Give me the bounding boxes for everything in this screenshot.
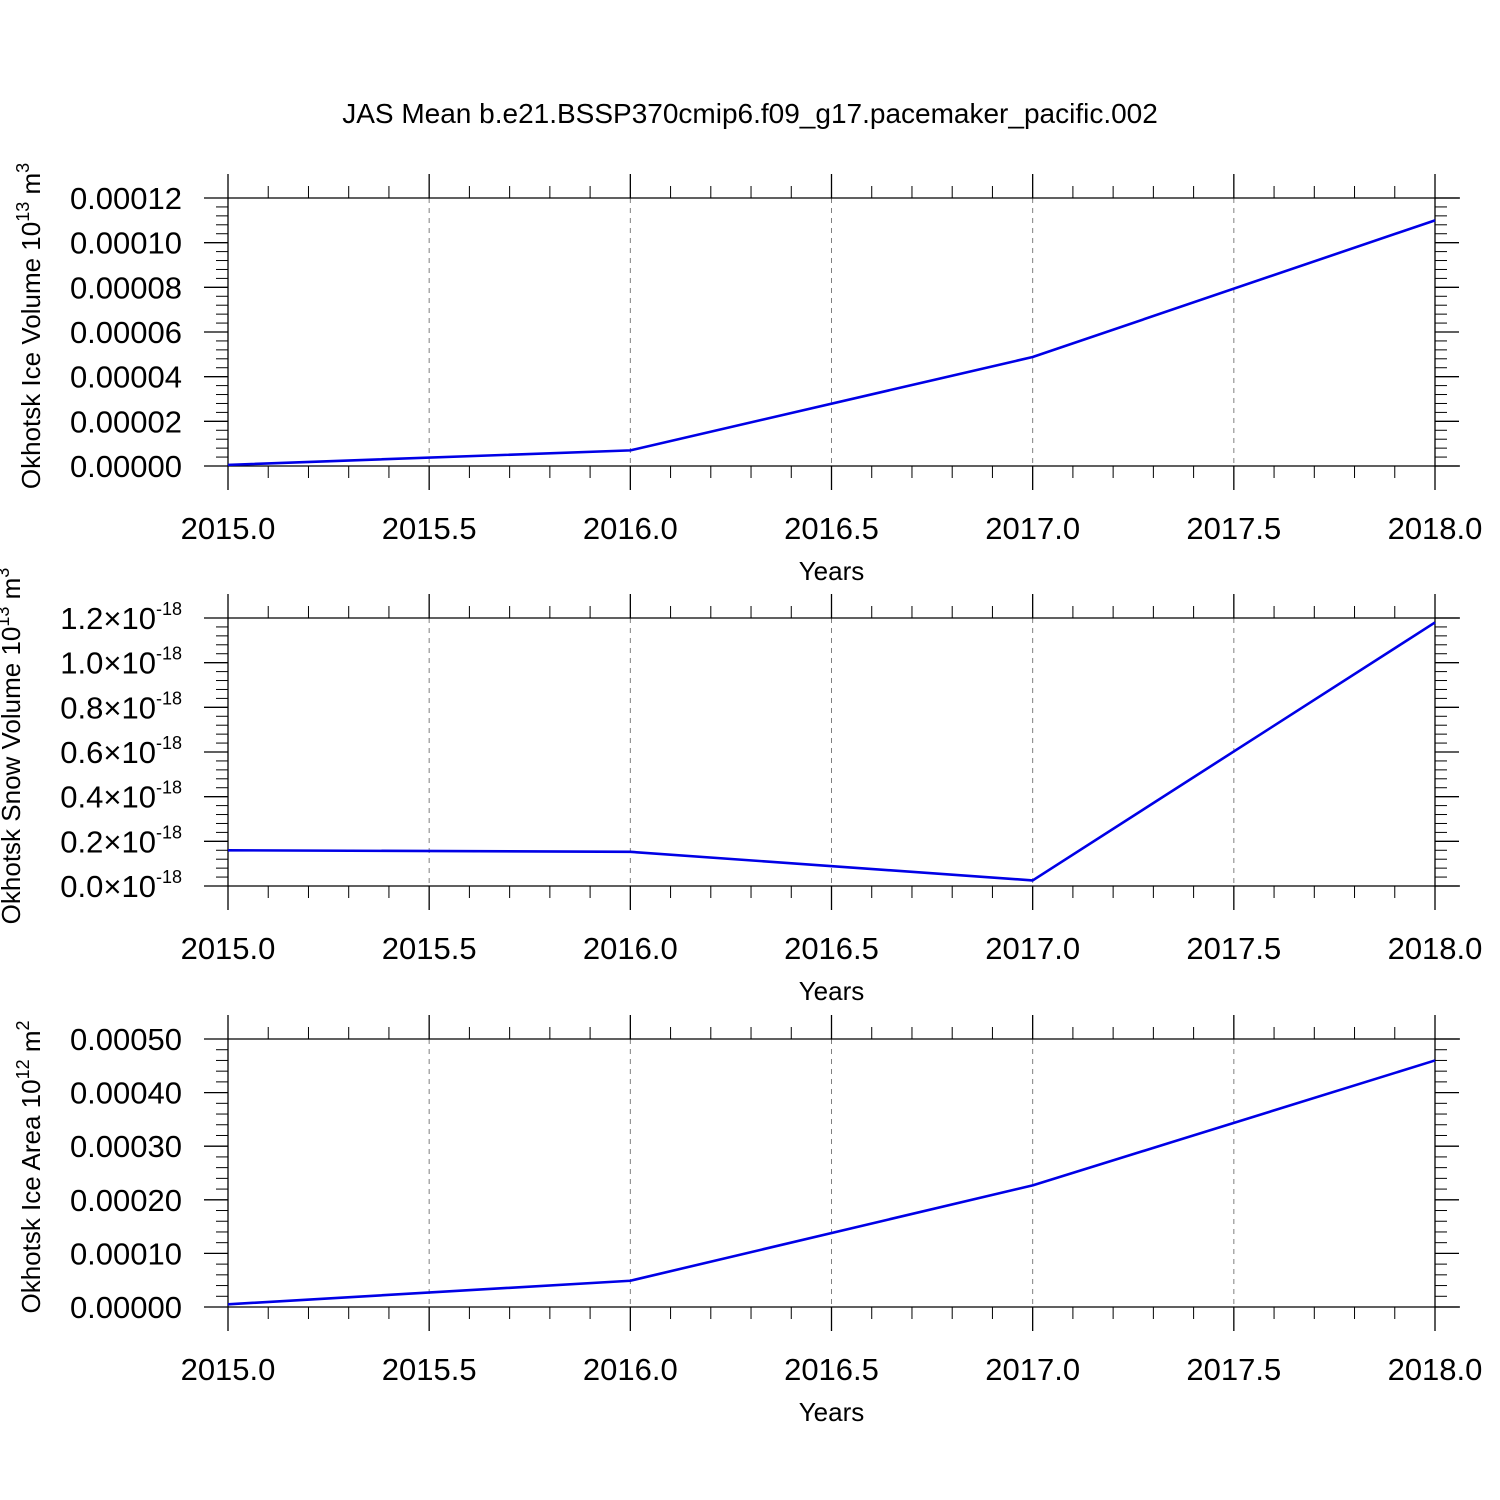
x-tick-label: 2018.0: [1388, 1352, 1483, 1387]
x-tick-label: 2016.0: [583, 1352, 678, 1387]
y-tick-label: 0.00050: [70, 1022, 182, 1057]
x-tick-label: 2017.0: [985, 931, 1080, 966]
y-tick-exponent: -18: [156, 644, 182, 664]
x-tick-label: 2017.5: [1186, 1352, 1281, 1387]
x-tick-label: 2016.5: [784, 511, 879, 546]
y-tick-label: 0.00004: [70, 360, 182, 395]
y-tick-mantissa: 0.0×10: [60, 869, 156, 904]
chart-panels: 2015.0 2015.5 2016.0 2016.5 2017.0 2017.5 2018…: [0, 163, 1482, 1427]
figure-title: JAS Mean b.e21.BSSP370cmip6.f09_g17.pace…: [342, 98, 1158, 129]
x-tick-label: 2018.0: [1388, 931, 1483, 966]
series-line: [227, 1059, 1436, 1306]
chart-panel-1: 2015.0 2015.5 2016.0 2016.5 2017.0 2017.5 2018…: [13, 163, 1482, 586]
x-tick-label: 2015.0: [181, 511, 276, 546]
series-line: [227, 621, 1436, 882]
y-tick-label: 0.00000: [70, 1290, 182, 1325]
y-axis-title: Okhotsk Ice Area 1012 m2: [13, 1020, 46, 1313]
chart-panel-3: 2015.0 2015.5 2016.0 2016.5 2017.0 2017.5 2018…: [13, 1015, 1482, 1427]
y-tick-label: 0.00010: [70, 1236, 182, 1271]
y-tick-exponent: -18: [156, 688, 182, 708]
x-tick-label: 2016.0: [583, 931, 678, 966]
x-tick-label: 2017.5: [1186, 511, 1281, 546]
y-tick-label: 0.8×10-18: [60, 688, 182, 725]
y-axis-title-text: Okhotsk Snow Volume 10: [0, 627, 26, 925]
x-tick-label: 2015.5: [382, 1352, 477, 1387]
y-tick-label: 0.00012: [70, 181, 182, 216]
y-axis-title-unit: m: [16, 1030, 46, 1059]
x-axis-title: Years: [799, 976, 865, 1006]
y-tick-mantissa: 0.6×10: [60, 735, 156, 770]
y-tick-label: 0.4×10-18: [60, 778, 182, 815]
y-tick-mantissa: 0.2×10: [60, 824, 156, 859]
y-tick-label: 1.0×10-18: [60, 644, 182, 681]
x-axis-title: Years: [799, 1397, 865, 1427]
y-tick-label: 0.00008: [70, 270, 182, 305]
x-axis-title: Years: [799, 556, 865, 586]
y-tick-mantissa: 0.4×10: [60, 780, 156, 815]
y-tick-exponent: -18: [156, 867, 182, 887]
y-axis-title-unit-exponent: 3: [0, 568, 13, 578]
y-tick-label: 0.0×10-18: [60, 867, 182, 904]
x-tick-label: 2018.0: [1388, 511, 1483, 546]
y-tick-mantissa: 1.2×10: [60, 601, 156, 636]
x-tick-label: 2015.0: [181, 1352, 276, 1387]
x-tick-label: 2016.0: [583, 511, 678, 546]
x-tick-label: 2016.5: [784, 1352, 879, 1387]
y-tick-exponent: -18: [156, 778, 182, 798]
y-axis-title-exponent: 12: [13, 1059, 33, 1079]
x-tick-label: 2015.5: [382, 931, 477, 966]
plot-frame: [227, 617, 1460, 887]
y-tick-label: 1.2×10-18: [60, 599, 182, 636]
x-tick-label: 2017.0: [985, 511, 1080, 546]
y-axis-title-unit: m: [0, 578, 26, 607]
x-tick-label: 2015.5: [382, 511, 477, 546]
y-tick-label: 0.00020: [70, 1183, 182, 1218]
y-tick-label: 0.00040: [70, 1076, 182, 1111]
y-tick-exponent: -18: [156, 599, 182, 619]
y-tick-exponent: -18: [156, 822, 182, 842]
y-tick-label: 0.6×10-18: [60, 733, 182, 770]
series-line: [227, 219, 1436, 467]
y-tick-label: 0.00006: [70, 315, 182, 350]
y-tick-label: 0.00002: [70, 404, 182, 439]
y-axis-title-exponent: 13: [13, 202, 33, 222]
x-tick-label: 2017.0: [985, 1352, 1080, 1387]
y-tick-exponent: -18: [156, 733, 182, 753]
plot-frame: [227, 197, 1460, 467]
chart-panel-2: 2015.0 2015.5 2016.0 2016.5 2017.0 2017.5 2018…: [0, 568, 1482, 1006]
x-tick-label: 2016.5: [784, 931, 879, 966]
y-tick-label: 0.2×10-18: [60, 822, 182, 859]
y-tick-mantissa: 1.0×10: [60, 646, 156, 681]
y-tick-label: 0.00030: [70, 1129, 182, 1164]
x-tick-label: 2017.5: [1186, 931, 1281, 966]
y-axis-title-exponent: 13: [0, 607, 13, 627]
y-axis-title: Okhotsk Snow Volume 1013 m3: [0, 568, 26, 925]
y-axis-title-text: Okhotsk Ice Volume 10: [16, 222, 46, 489]
y-axis-title: Okhotsk Ice Volume 1013 m3: [13, 163, 46, 489]
y-tick-label: 0.00010: [70, 226, 182, 261]
y-axis-title-text: Okhotsk Ice Area 10: [16, 1079, 46, 1313]
y-axis-title-unit-exponent: 2: [13, 1020, 33, 1030]
plot-frame: [227, 1038, 1460, 1308]
y-axis-title-unit: m: [16, 173, 46, 202]
y-tick-mantissa: 0.8×10: [60, 690, 156, 725]
y-axis-title-unit-exponent: 3: [13, 163, 33, 173]
y-tick-label: 0.00000: [70, 449, 182, 484]
x-tick-label: 2015.0: [181, 931, 276, 966]
